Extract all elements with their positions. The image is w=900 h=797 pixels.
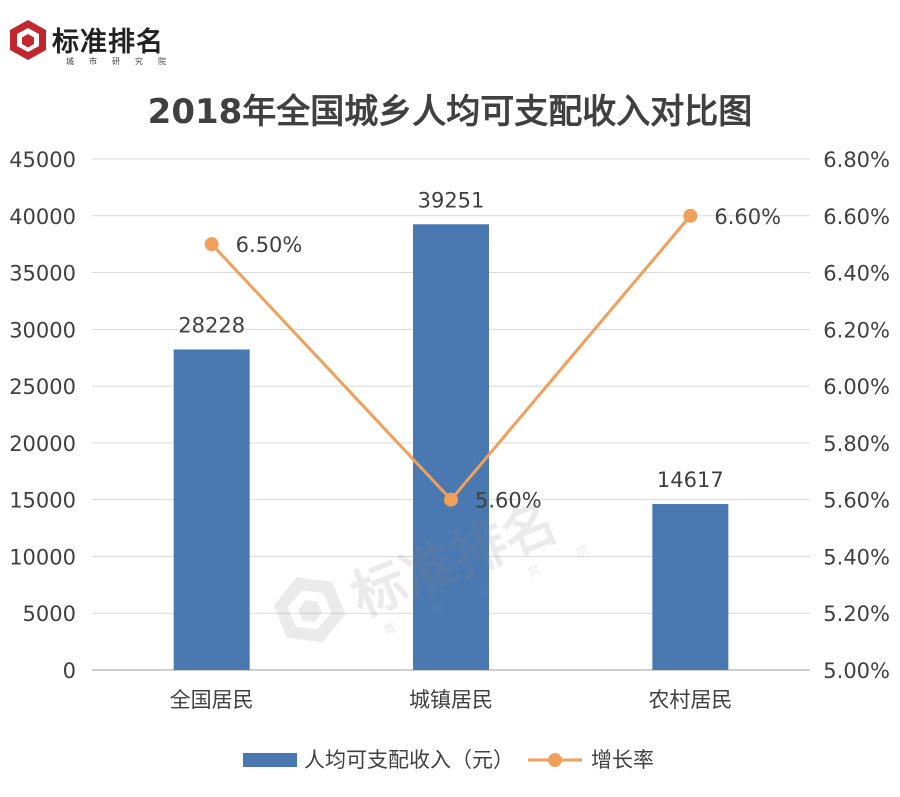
logo: 标准排名 城市研究院 xyxy=(8,18,188,68)
y2-tick-label: 6.60% xyxy=(823,205,890,229)
logo-name: 标准排名 xyxy=(52,27,164,58)
y-tick-label: 30000 xyxy=(9,318,76,342)
logo-cube-icon xyxy=(10,20,46,60)
bar xyxy=(413,224,489,671)
growth-rate-point xyxy=(444,492,458,507)
y-tick-label: 25000 xyxy=(9,375,76,399)
growth-rate-data-label: 5.60% xyxy=(475,489,542,513)
y-tick-label: 35000 xyxy=(9,262,76,286)
logo-subtitle: 城市研究院 xyxy=(66,57,181,66)
bar xyxy=(652,504,729,670)
bar-data-label: 39251 xyxy=(418,188,485,212)
growth-rate-point xyxy=(683,208,698,223)
y2-tick-label: 5.80% xyxy=(823,432,890,456)
y-tick-label: 20000 xyxy=(9,432,76,456)
y-tick-label: 0 xyxy=(63,659,76,683)
x-tick-label: 全国居民 xyxy=(170,688,254,712)
bar xyxy=(173,349,250,670)
y2-tick-label: 5.40% xyxy=(823,545,890,569)
y2-tick-label: 6.80% xyxy=(823,148,890,172)
legend-bar-label: 人均可支配收入（元） xyxy=(304,748,514,772)
chart-title: 2018年全国城乡人均可支配收入对比图 xyxy=(147,92,753,132)
bar-data-label: 28228 xyxy=(178,313,245,337)
y-tick-label: 10000 xyxy=(9,545,76,569)
growth-rate-data-label: 6.60% xyxy=(714,205,781,229)
y2-tick-label: 5.00% xyxy=(823,659,890,683)
y2-tick-label: 5.20% xyxy=(823,602,890,626)
legend-line-label: 增长率 xyxy=(591,748,654,772)
bar-data-label: 14617 xyxy=(657,468,724,492)
y-tick-label: 45000 xyxy=(9,148,76,172)
y2-tick-label: 6.20% xyxy=(823,318,890,342)
y2-tick-label: 6.00% xyxy=(823,375,890,399)
growth-rate-point xyxy=(204,237,219,252)
legend-line-marker xyxy=(548,753,562,767)
y-tick-label: 5000 xyxy=(23,602,76,626)
y-tick-label: 40000 xyxy=(9,205,76,229)
x-tick-label: 农村居民 xyxy=(648,688,732,712)
y2-tick-label: 5.60% xyxy=(823,489,890,513)
x-tick-label: 城镇居民 xyxy=(409,688,493,712)
legend-bar-swatch xyxy=(243,753,297,767)
y-tick-label: 15000 xyxy=(9,489,76,513)
growth-rate-data-label: 6.50% xyxy=(236,233,303,257)
y2-tick-label: 6.40% xyxy=(823,262,890,286)
